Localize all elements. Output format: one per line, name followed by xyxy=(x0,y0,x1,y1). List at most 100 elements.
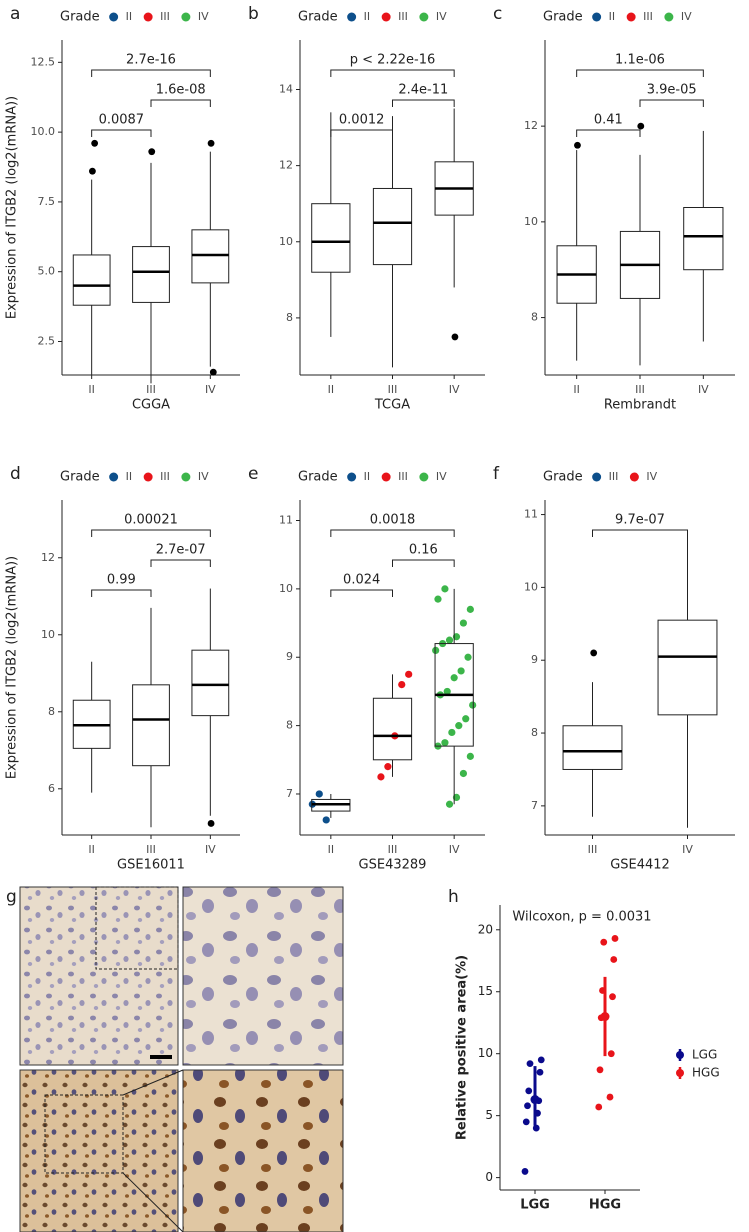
point xyxy=(443,687,451,696)
point xyxy=(464,653,472,661)
x-tick-label: III xyxy=(388,383,398,396)
point xyxy=(609,993,616,1001)
y-tick-label: 10 xyxy=(478,1046,493,1060)
legend-label: HGG xyxy=(692,1066,720,1080)
legend-swatch xyxy=(143,12,153,22)
legend-label: LGG xyxy=(692,1048,717,1062)
y-tick-label: 12.5 xyxy=(31,55,56,68)
p-value: p < 2.22e-16 xyxy=(350,53,436,68)
x-tick-label: IV xyxy=(205,383,216,396)
point xyxy=(532,1124,540,1132)
point xyxy=(441,585,449,593)
legend-label: III xyxy=(643,10,653,23)
point xyxy=(537,1056,545,1064)
bracket xyxy=(330,589,393,597)
panel-label: c xyxy=(493,4,502,24)
annotation: Wilcoxon, p = 0.0031 xyxy=(512,910,651,925)
legend-swatch xyxy=(419,472,429,482)
box xyxy=(191,649,230,717)
legend-swatch xyxy=(347,472,357,482)
panel-label: e xyxy=(248,464,258,484)
y-tick-label: 12 xyxy=(279,159,293,172)
x-axis-title: GSE4412 xyxy=(610,858,670,873)
legend-title: Grade xyxy=(60,470,100,485)
box xyxy=(191,229,230,284)
x-tick-label: III xyxy=(388,843,398,856)
point xyxy=(466,752,474,760)
legend-label: II xyxy=(609,10,616,23)
legend-swatch xyxy=(629,472,639,482)
y-axis-title: Expression of ITGB2 (log2(mRNA)) xyxy=(5,96,20,319)
bracket xyxy=(330,529,455,537)
p-value: 1.6e-08 xyxy=(156,83,206,98)
x-tick-label: HGG xyxy=(589,1198,621,1213)
p-value: 0.41 xyxy=(594,113,623,128)
legend-swatch xyxy=(347,12,357,22)
y-tick-label: 20 xyxy=(478,922,493,936)
zoom-box xyxy=(44,1094,124,1174)
y-tick-label: 11 xyxy=(279,514,293,527)
point xyxy=(450,674,458,682)
outlier xyxy=(148,148,156,156)
bracket xyxy=(592,529,688,537)
y-tick-label: 8 xyxy=(531,311,538,324)
outlier xyxy=(89,167,96,175)
legend-swatch xyxy=(626,12,636,22)
x-tick-label: II xyxy=(88,843,95,856)
point xyxy=(521,1168,529,1175)
zoom-line xyxy=(122,1069,184,1096)
point xyxy=(452,793,461,801)
bracket xyxy=(639,99,704,107)
x-tick-label: II xyxy=(573,383,580,396)
y-tick-label: 0 xyxy=(485,1170,493,1184)
point xyxy=(441,739,449,747)
outlier xyxy=(451,333,459,341)
point xyxy=(466,605,474,613)
point xyxy=(459,619,468,627)
legend-label: III xyxy=(160,470,170,483)
y-axis-title: Expression of ITGB2 (log2(mRNA)) xyxy=(5,556,20,779)
bracket xyxy=(150,559,211,567)
legend-swatch xyxy=(181,12,191,22)
p-value: 1.1e-06 xyxy=(615,53,665,68)
legend-title: Grade xyxy=(60,10,100,25)
legend-title: Grade xyxy=(543,10,583,25)
p-value: 0.00021 xyxy=(124,513,178,528)
x-tick-label: IV xyxy=(449,383,460,396)
point xyxy=(459,769,468,778)
legend-title: Grade xyxy=(298,470,338,485)
point xyxy=(600,938,608,946)
legend-swatch xyxy=(109,12,119,22)
x-tick-label: IV xyxy=(449,843,460,856)
legend-swatch xyxy=(143,472,153,482)
panel-label: a xyxy=(10,4,20,24)
point xyxy=(448,728,456,737)
x-tick-label: II xyxy=(328,843,335,856)
x-tick-label: IV xyxy=(698,383,709,396)
point xyxy=(432,646,440,655)
scale-bar xyxy=(150,1055,172,1059)
box xyxy=(683,207,724,271)
y-tick-label: 9 xyxy=(531,653,538,666)
y-tick-label: 10.0 xyxy=(31,125,56,138)
x-axis-title: GSE16011 xyxy=(117,858,185,873)
y-tick-label: 10 xyxy=(524,580,538,593)
legend-label: IV xyxy=(646,470,657,483)
x-tick-label: II xyxy=(88,383,95,396)
y-tick-label: 7.5 xyxy=(38,195,56,208)
y-tick-label: 2.5 xyxy=(38,335,56,348)
y-tick-label: 14 xyxy=(279,82,293,95)
point xyxy=(610,956,618,963)
bracket xyxy=(330,69,455,77)
p-value: 0.0012 xyxy=(339,113,385,128)
x-tick-label: III xyxy=(588,843,598,856)
p-value: 2.7e-16 xyxy=(126,53,176,68)
y-tick-label: 6 xyxy=(48,782,55,795)
y-tick-label: 8 xyxy=(48,705,55,718)
y-tick-label: 12 xyxy=(524,119,538,132)
point xyxy=(384,763,392,771)
point xyxy=(606,1093,614,1101)
x-tick-label: II xyxy=(328,383,335,396)
point xyxy=(445,636,454,644)
legend-swatch xyxy=(676,1051,684,1059)
